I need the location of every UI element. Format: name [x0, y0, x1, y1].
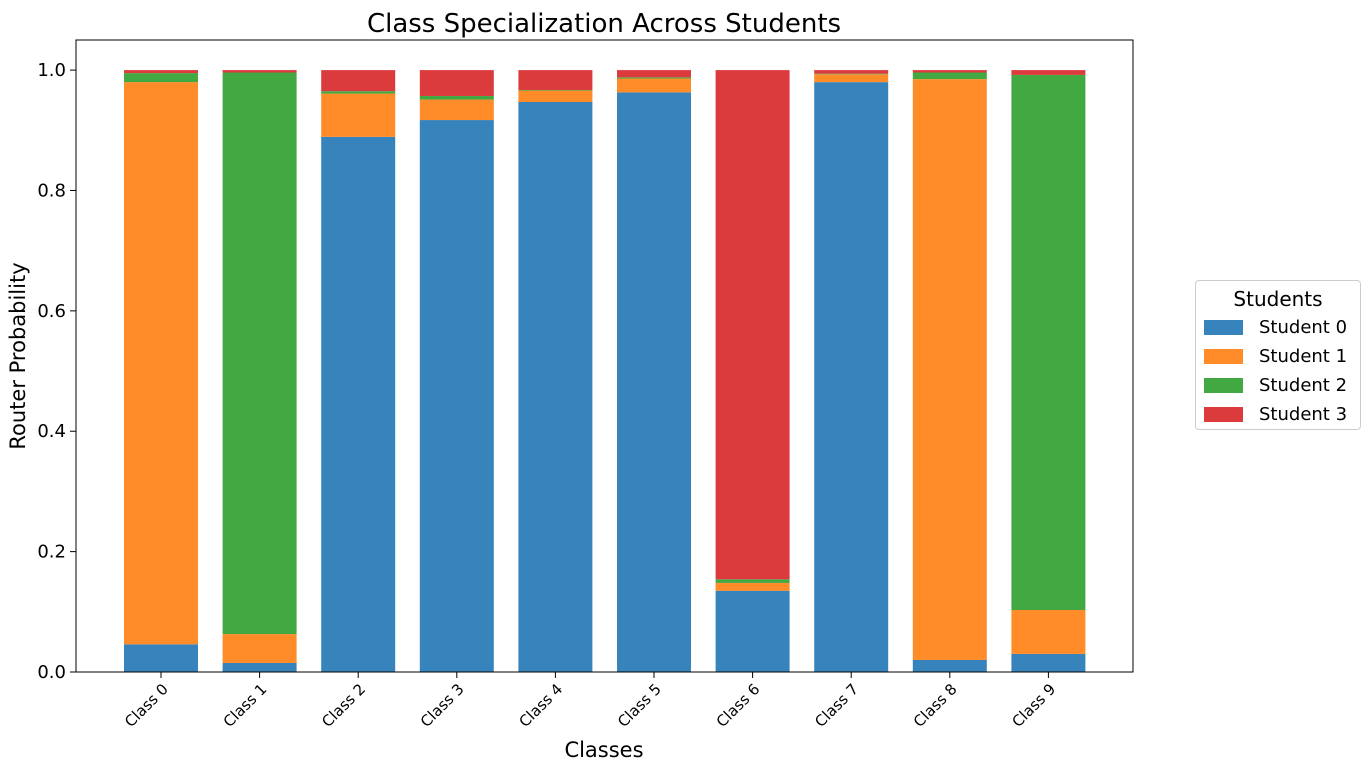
- bar-segment-class-7-student-2: [814, 73, 889, 75]
- bar-segment-class-0-student-1: [124, 82, 198, 645]
- bar-segment-class-1-student-3: [222, 70, 297, 73]
- x-axis: Class 0 Class 1 Class 2 Class 3 Class 4 Class…: [121, 672, 1059, 731]
- bars-layer: [124, 70, 1086, 673]
- bar-segment-class-5-student-2: [617, 77, 691, 79]
- legend-item-student-0: Student 0: [1204, 316, 1348, 338]
- bar-segment-class-6-student-1: [715, 582, 790, 591]
- bar-segment-class-6-student-0: [715, 590, 790, 672]
- x-tick-label: Class 0: [121, 680, 172, 731]
- bar-segment-class-5-student-0: [617, 92, 691, 672]
- bar-segment-class-1-student-1: [222, 634, 297, 663]
- y-tick-label: 0.4: [37, 421, 66, 442]
- bar-segment-class-8-student-3: [912, 70, 987, 73]
- x-tick-label: Class 4: [515, 680, 566, 731]
- x-tick-label: Class 5: [614, 680, 665, 731]
- bar-segment-class-9-student-0: [1011, 653, 1086, 672]
- x-tick-label: Class 9: [1008, 680, 1059, 731]
- bar-segment-class-1-student-0: [222, 662, 297, 672]
- x-tick-label: Class 8: [910, 680, 961, 731]
- bar-segment-class-2-student-3: [321, 70, 396, 92]
- chart-title: Class Specialization Across Students: [367, 9, 841, 39]
- legend-label: Student 2: [1259, 374, 1348, 396]
- legend-label: Student 1: [1259, 345, 1348, 367]
- bar-segment-class-4-student-0: [518, 101, 593, 672]
- y-tick-label: 0.8: [37, 180, 66, 201]
- legend-item-student-1: Student 1: [1204, 345, 1348, 367]
- legend-swatch: [1204, 319, 1243, 335]
- bar-segment-class-9-student-3: [1011, 70, 1086, 75]
- bar-segment-class-3-student-3: [419, 70, 494, 96]
- legend-swatch: [1204, 406, 1243, 422]
- y-tick-label: 0.6: [37, 301, 66, 322]
- bar-segment-class-7-student-3: [814, 70, 889, 74]
- bar-segment-class-3-student-1: [419, 99, 494, 121]
- bar-segment-class-7-student-1: [814, 74, 889, 83]
- x-tick-label: Class 6: [713, 680, 764, 731]
- legend: Students Student 0 Student 1 Student 2 S…: [1195, 280, 1361, 430]
- y-tick-label: 0.2: [37, 542, 66, 563]
- legend-label: Student 0: [1259, 316, 1348, 338]
- bar-segment-class-2-student-1: [321, 93, 396, 137]
- y-tick-label: 0.0: [37, 662, 66, 683]
- legend-swatch: [1204, 348, 1243, 364]
- legend-label: Student 3: [1259, 403, 1348, 425]
- bar-segment-class-4-student-1: [518, 90, 593, 102]
- x-axis-label: Classes: [564, 738, 643, 762]
- bar-segment-class-3-student-2: [419, 95, 494, 100]
- bar-segment-class-8-student-0: [912, 659, 987, 672]
- bar-segment-class-8-student-2: [912, 72, 987, 80]
- bar-segment-class-3-student-0: [419, 120, 494, 672]
- bar-segment-class-1-student-2: [222, 72, 297, 635]
- bar-segment-class-9-student-2: [1011, 74, 1086, 611]
- legend-item-student-3: Student 3: [1204, 403, 1348, 425]
- x-tick-label: Class 7: [811, 680, 862, 731]
- bar-segment-class-8-student-1: [912, 79, 987, 660]
- x-tick-label: Class 3: [417, 680, 468, 731]
- x-tick-label: Class 2: [318, 680, 369, 731]
- plot-frame: [75, 39, 1134, 673]
- y-axis: 0.0 0.2 0.4 0.6 0.8 1.0: [37, 60, 76, 683]
- bar-segment-class-6-student-2: [715, 579, 790, 583]
- bar-segment-class-5-student-1: [617, 78, 691, 93]
- bar-segment-class-5-student-3: [617, 70, 691, 78]
- legend-item-student-2: Student 2: [1204, 374, 1348, 396]
- bar-segment-class-2-student-0: [321, 136, 396, 672]
- legend-swatch: [1204, 377, 1243, 393]
- bar-segment-class-9-student-1: [1011, 610, 1086, 654]
- bar-segment-class-4-student-2: [518, 89, 593, 91]
- bar-segment-class-0-student-3: [124, 70, 198, 74]
- bar-segment-class-4-student-3: [518, 70, 593, 90]
- bar-segment-class-2-student-2: [321, 91, 396, 94]
- bar-segment-class-6-student-3: [715, 70, 790, 580]
- legend-title: Students: [1233, 287, 1323, 311]
- y-axis-label: Router Probability: [6, 262, 30, 449]
- x-tick-label: Class 1: [220, 680, 271, 731]
- y-tick-label: 1.0: [37, 60, 66, 81]
- bar-segment-class-0-student-0: [124, 644, 198, 672]
- bar-segment-class-0-student-2: [124, 73, 198, 83]
- bar-segment-class-7-student-0: [814, 82, 889, 673]
